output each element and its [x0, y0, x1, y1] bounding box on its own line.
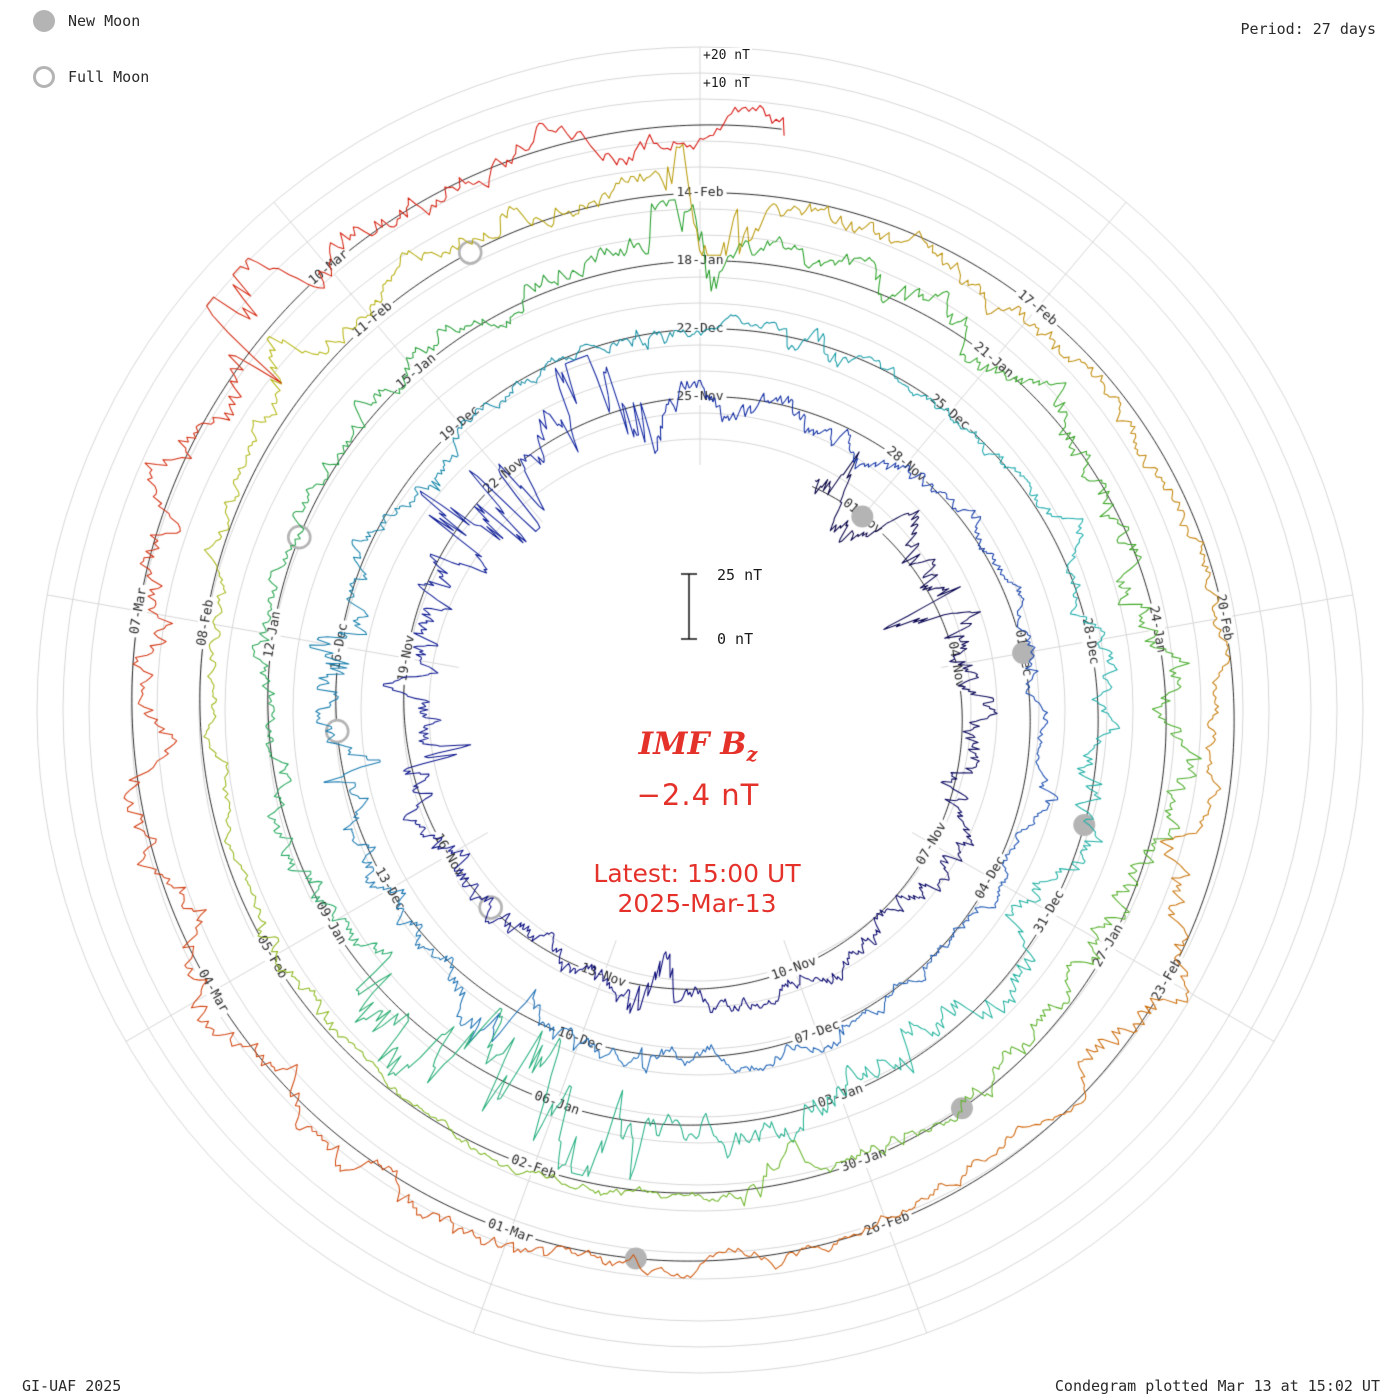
center-quantity: IMF Bz	[639, 726, 758, 766]
new-moon-icon	[33, 10, 55, 32]
center-value: −2.4 nT	[636, 778, 760, 812]
scale-bar-top-label: 25 nT	[717, 566, 763, 584]
period-label: Period: 27 days	[1240, 20, 1376, 38]
credit-label: GI-UAF 2025	[22, 1377, 122, 1395]
quantity-symbol: IMF B	[638, 726, 747, 762]
scale-bar-bottom-label: 0 nT	[717, 630, 754, 648]
legend-new-moon-label: New Moon	[68, 12, 141, 30]
amplitude-label-10nt: +10 nT	[701, 76, 752, 91]
quantity-subscript: z	[746, 743, 758, 767]
plot-timestamp-label: Condegram plotted Mar 13 at 15:02 UT	[1054, 1377, 1380, 1395]
legend-full-moon-label: Full Moon	[68, 68, 150, 86]
latest-date-label: 2025-Mar-13	[617, 889, 777, 918]
legend-full-moon: Full Moon	[33, 66, 149, 88]
latest-time-label: Latest: 15:00 UT	[593, 859, 801, 888]
legend-new-moon: New Moon	[33, 10, 140, 32]
amplitude-label-20nt: +20 nT	[701, 48, 752, 63]
full-moon-icon	[33, 66, 55, 88]
